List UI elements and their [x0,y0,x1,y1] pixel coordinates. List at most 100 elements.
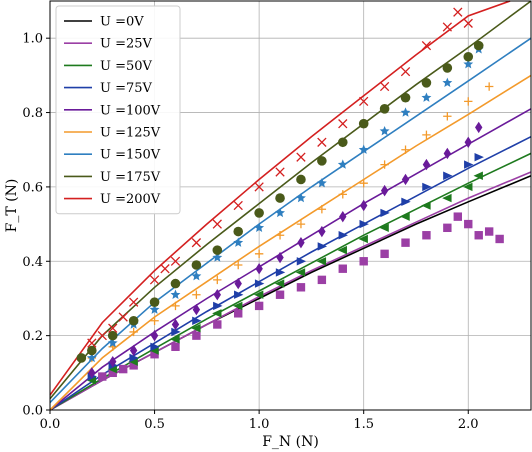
data-point-u-75v [150,342,160,351]
data-point-u-175v [87,345,97,356]
data-point-u-175v [107,330,118,341]
data-point-u-100v [422,158,431,171]
data-point-u-150v [316,177,327,188]
data-point-u-25v [422,231,431,240]
data-point-u-100v [380,184,389,197]
data-point-u-125v [484,82,494,91]
data-point-u-25v [118,364,128,374]
data-point-u-200v [338,119,348,129]
data-point-u-175v [421,78,432,88]
data-point-u-200v [108,323,118,333]
data-point-u-175v [358,118,369,129]
data-point-u-25v [338,264,347,273]
data-point-u-50v [191,324,201,333]
data-point-u-150v [107,337,118,348]
data-point-u-150v [233,237,244,247]
y-tick-label: 0.6 [22,180,43,195]
data-point-u-175v [275,193,285,203]
fit-lines [49,0,532,411]
data-point-u-200v [233,200,243,211]
data-point-u-175v [233,226,244,237]
data-point-u-125v [171,301,180,311]
y-tick-label: 0.2 [22,329,43,344]
axis-ticks: 0.0 0.5 1.0 1.5 2.0 0.0 0.2 0.4 0.6 0.8 1.0 [22,32,478,432]
data-point-u-150v [463,59,474,69]
data-point-u-50v [421,201,431,210]
data-point-u-25v [495,234,504,244]
x-axis-label: F_N (N) [262,434,319,450]
y-tick-label: 0.4 [22,255,43,270]
data-point-u-25v [234,309,243,318]
data-point-u-25v [401,238,410,247]
data-point-u-150v [442,77,453,88]
data-point-u-75v [192,316,202,325]
data-point-u-125v [401,145,410,154]
y-axis-label: F_T (N) [4,179,20,233]
x-tick-label: 2.0 [458,417,479,432]
data-point-u-50v [107,364,117,374]
legend-entry: U =125V [100,126,161,141]
data-point-u-200v [97,330,107,341]
data-point-u-125v [359,178,368,188]
data-point-u-25v [192,331,201,340]
data-point-u-150v [149,304,160,314]
fit-line-u-50v [49,152,532,411]
data-point-u-200v [421,40,432,51]
data-point-u-25v [108,368,117,378]
data-point-u-100v [443,147,452,160]
data-point-u-25v [474,231,483,240]
data-point-u-200v [87,338,97,348]
data-point-u-100v [318,225,326,238]
data-point-u-125v [150,316,159,325]
data-point-u-200v [359,96,369,107]
data-point-u-50v [170,335,180,344]
data-point-u-75v [254,279,265,288]
legend: U =0V U =25V U =50V U =75V U =100V U =125V U =… [55,5,181,215]
data-point-u-200v [317,137,327,147]
data-point-u-25v [150,350,159,359]
data-point-u-25v [464,219,473,229]
data-point-u-150v [296,192,306,203]
data-point-u-25v [484,227,494,236]
data-point-u-50v [358,234,368,244]
data-point-u-200v [149,275,160,285]
data-point-u-100v [213,289,222,301]
data-point-u-125v [380,160,389,169]
data-point-u-75v [171,327,181,337]
data-point-u-125v [275,231,285,240]
data-point-u-75v [464,160,474,169]
data-point-u-100v [464,136,472,148]
data-point-u-175v [379,104,390,114]
data-point-u-175v [337,137,348,148]
data-point-u-50v [149,346,159,355]
data-point-u-200v [379,81,390,92]
data-point-u-100v [234,277,242,290]
data-point-u-100v [475,121,483,134]
data-point-u-175v [317,156,327,166]
data-point-u-150v [170,289,181,299]
data-point-u-200v [118,312,128,322]
data-point-u-75v [234,290,244,299]
data-point-u-200v [212,219,222,229]
data-point-u-150v [379,125,390,136]
data-point-u-125v [443,112,452,121]
data-point-u-50v [400,212,410,221]
data-point-u-25v [296,283,306,292]
data-point-u-100v [339,210,347,223]
legend-entry: U =75V [100,81,153,96]
data-point-u-200v [442,22,453,32]
data-point-u-175v [473,40,484,51]
y-tick-label: 0.8 [22,106,43,121]
data-point-u-200v [128,297,139,307]
data-point-u-100v [171,318,180,331]
data-point-u-200v [275,167,285,177]
data-point-u-100v [255,263,263,275]
data-point-u-100v [359,199,368,212]
data-point-u-75v [338,231,348,240]
legend-entry: U =175V [100,170,161,185]
data-point-u-200v [296,152,306,162]
data-point-u-50v [253,290,264,299]
fit-line-u-25v [49,171,532,411]
fit-line-u-175v [49,0,532,400]
data-point-u-100v [88,367,96,379]
